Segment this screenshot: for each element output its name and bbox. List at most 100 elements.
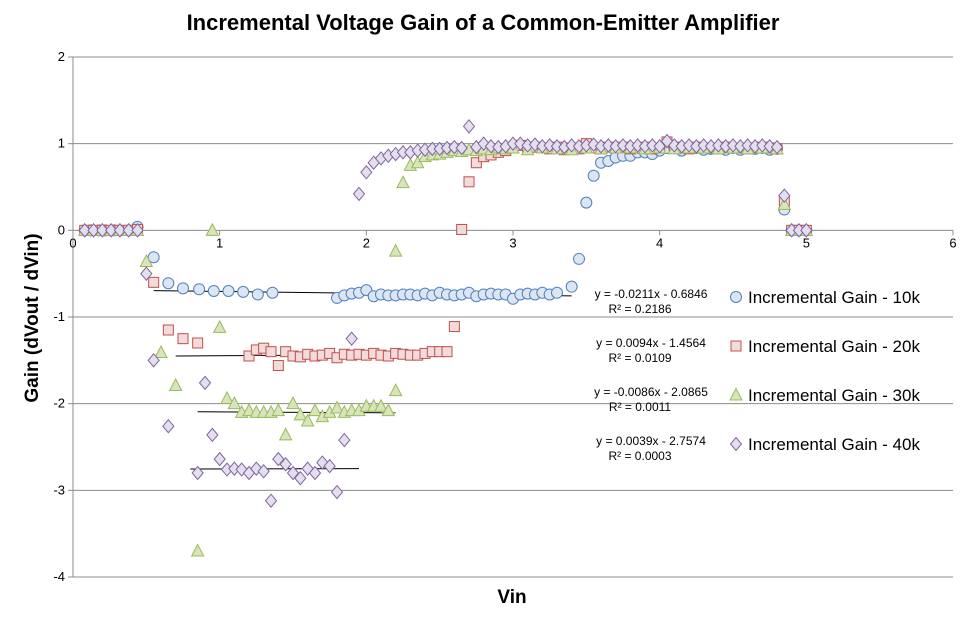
data-point-diamond <box>279 457 292 472</box>
data-point-triangle <box>212 319 227 333</box>
data-point-diamond <box>323 458 336 474</box>
legend-marker-circle <box>730 291 742 303</box>
data-point-diamond <box>308 465 322 481</box>
x-axis-title: Vin <box>497 587 526 608</box>
data-point-diamond <box>113 223 127 238</box>
data-point-circle <box>237 285 250 298</box>
data-point-square <box>243 350 255 362</box>
data-point-diamond <box>653 138 666 154</box>
data-point-diamond <box>550 138 564 154</box>
y-tick-label: -3 <box>53 482 65 497</box>
data-point-diamond <box>213 451 226 467</box>
data-point-diamond <box>272 451 285 467</box>
data-point-diamond <box>763 138 776 154</box>
data-point-diamond <box>778 188 791 203</box>
data-point-diamond <box>756 138 769 153</box>
legend-label: Incremental Gain - 30k <box>748 386 920 405</box>
y-tick-label: 2 <box>58 49 65 64</box>
data-point-circle <box>587 169 600 182</box>
data-point-circle <box>573 252 585 265</box>
data-point-diamond <box>294 470 307 486</box>
data-point-diamond <box>147 353 160 368</box>
legend-label: Incremental Gain - 40k <box>748 435 920 454</box>
data-point-circle <box>207 285 220 297</box>
data-point-diamond <box>191 465 204 481</box>
data-point-triangle <box>293 407 308 421</box>
data-point-diamond <box>338 432 351 448</box>
y-tick-labels: 2 1 0 -1 -2 -3 -4 <box>53 49 65 584</box>
trendline-equation: y = 0.0094x - 1.4564 <box>596 336 706 350</box>
data-point-triangle <box>330 400 344 414</box>
trendline-r-squared: R² = 0.0003 <box>608 449 671 463</box>
legend-label: Incremental Gain - 10k <box>748 288 920 307</box>
data-point-triangle <box>381 403 396 417</box>
legend-marker-square <box>730 340 742 352</box>
data-point-diamond <box>87 223 100 238</box>
data-point-triangle <box>777 196 792 210</box>
data-point-diamond <box>712 138 725 153</box>
data-point-triangle <box>388 243 403 257</box>
gridlines <box>73 56 953 578</box>
data-point-diamond <box>448 139 461 155</box>
data-point-diamond <box>286 465 300 481</box>
data-point-diamond <box>800 223 813 238</box>
x-tick-labels: 0 1 2 3 4 5 6 <box>69 235 956 250</box>
data-point-triangle <box>227 396 242 410</box>
legend-label: Incremental Gain - 20k <box>748 337 920 356</box>
x-tick-label: 2 <box>363 235 370 250</box>
data-point-diamond <box>206 427 219 443</box>
data-point-circle <box>193 283 206 296</box>
x-tick-label: 3 <box>509 235 516 250</box>
y-tick-label: 1 <box>58 136 65 151</box>
data-point-circle <box>251 288 264 301</box>
data-point-diamond <box>726 138 740 153</box>
y-tick-label: -1 <box>53 309 65 324</box>
data-point-circle <box>551 286 563 299</box>
data-point-triangle <box>220 390 234 404</box>
data-point-triangle <box>300 413 315 427</box>
x-tick-label: 1 <box>216 235 223 250</box>
legend: Incremental Gain - 10k Incremental Gain -… <box>729 288 920 454</box>
trendline-r-squared: R² = 0.2186 <box>608 302 671 316</box>
data-point-diamond <box>104 223 118 238</box>
data-point-diamond <box>616 138 630 153</box>
trendline-equation: y = -0.0211x - 0.6846 <box>595 287 708 301</box>
data-point-diamond <box>668 138 681 153</box>
data-point-circle <box>266 286 279 299</box>
trendline-equation: y = -0.0086x - 2.0865 <box>594 385 708 399</box>
data-point-square <box>192 337 204 349</box>
data-point-square <box>177 333 189 345</box>
data-point-triangle <box>205 222 220 236</box>
trendline-r-squared: R² = 0.0109 <box>608 351 671 365</box>
data-point-square <box>448 321 460 333</box>
data-point-diamond <box>198 375 212 391</box>
x-tick-label: 5 <box>803 235 810 250</box>
trendline-r-squared: R² = 0.0011 <box>609 400 671 414</box>
data-point-circle <box>162 277 175 290</box>
data-point-diamond <box>352 186 366 202</box>
data-point-diamond <box>78 223 91 238</box>
data-point-diamond <box>770 139 784 155</box>
data-point-circle <box>147 251 160 264</box>
data-point-diamond <box>345 331 358 346</box>
chart-title: Incremental Voltage Gain of a Common-Emi… <box>187 10 780 35</box>
data-point-diamond <box>462 119 476 134</box>
data-point-triangle <box>190 543 205 557</box>
y-tick-label: 0 <box>58 222 65 237</box>
data-point-diamond <box>543 138 556 153</box>
data-point-square <box>272 360 284 372</box>
data-point-square <box>463 176 475 188</box>
data-point-square <box>470 157 482 169</box>
data-point-triangle <box>168 377 183 391</box>
y-tick-label: -2 <box>53 396 65 411</box>
data-points <box>77 119 814 557</box>
data-point-triangle <box>396 175 410 189</box>
data-point-square <box>265 346 277 358</box>
data-point-diamond <box>140 266 153 281</box>
data-point-diamond <box>96 223 109 238</box>
data-point-diamond <box>330 484 344 500</box>
data-point-triangle <box>278 427 293 441</box>
